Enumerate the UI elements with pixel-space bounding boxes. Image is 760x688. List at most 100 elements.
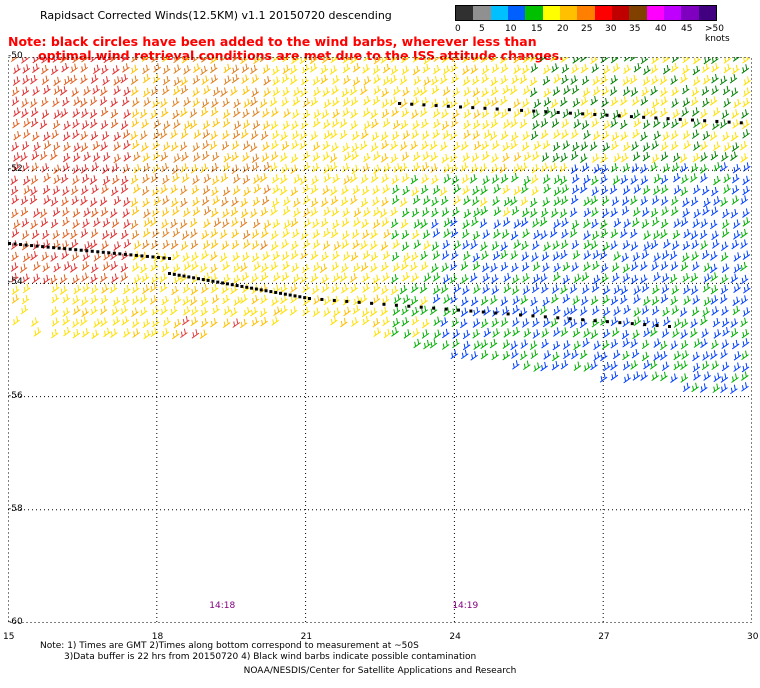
wind-barb [511, 262, 519, 273]
wind-barb [279, 185, 288, 196]
legend-labels: 0 5 10 15 20 25 30 35 40 45 >50 knots [455, 21, 730, 44]
wind-barb [703, 75, 711, 85]
wind-barb [560, 239, 569, 250]
wind-barb [32, 131, 40, 142]
wind-barb [382, 272, 390, 282]
wind-barb [340, 272, 348, 283]
wind-barb [292, 109, 300, 119]
wind-barb [101, 131, 110, 141]
wind-barb [462, 98, 471, 109]
wind-barb [583, 250, 591, 260]
wind-barb [341, 239, 350, 249]
wind-barb [500, 241, 508, 252]
wind-barb [203, 85, 211, 95]
wind-barb [232, 252, 240, 262]
wind-barb [401, 65, 410, 76]
wind-barb [42, 274, 51, 285]
wind-barb [22, 75, 30, 85]
wind-barb [323, 173, 332, 183]
wind-barb [141, 186, 150, 196]
wind-barb [592, 274, 601, 285]
wind-barb [220, 173, 229, 183]
contamination-dot [52, 246, 56, 250]
wind-barb [63, 326, 71, 337]
wind-barb [640, 131, 648, 142]
wind-barb [400, 119, 409, 130]
wind-barb [319, 263, 328, 274]
wind-barb [690, 230, 699, 240]
wind-barb [259, 173, 268, 183]
wind-barb [101, 284, 109, 294]
contamination-dot [357, 300, 361, 304]
wind-barb [521, 262, 530, 272]
wind-barb [93, 252, 102, 262]
wind-barb [511, 285, 520, 296]
wind-barb [362, 64, 370, 74]
contamination-dot [618, 321, 622, 325]
wind-barb [81, 173, 90, 184]
contamination-dot [605, 320, 609, 324]
wind-barb [173, 76, 182, 87]
wind-barb [683, 228, 691, 239]
wind-barb [273, 272, 281, 282]
wind-barb [702, 307, 710, 317]
wind-barb [172, 263, 181, 274]
wind-barb [451, 250, 459, 261]
wind-barb [711, 239, 720, 249]
wind-barb [529, 87, 538, 98]
wind-barb [672, 109, 680, 119]
wind-barb [580, 153, 588, 164]
wind-barb [361, 185, 370, 196]
wind-barb [683, 140, 691, 150]
wind-barb [32, 273, 41, 284]
wind-barb [80, 130, 88, 141]
wind-barb [222, 118, 231, 128]
wind-barb [131, 295, 140, 306]
wind-barb [173, 64, 181, 74]
wind-barb [190, 306, 199, 316]
wind-barb [532, 120, 540, 130]
wind-barb [703, 57, 712, 65]
wind-barb [541, 251, 550, 262]
wind-barb [132, 328, 140, 338]
wind-barb [309, 57, 318, 65]
wind-barb [453, 283, 462, 294]
wind-barb [572, 57, 580, 64]
wind-barb [641, 249, 650, 260]
wind-barb [662, 57, 670, 64]
wind-barb [392, 306, 401, 316]
latitude-label: -54 [8, 277, 23, 288]
wind-barb [61, 62, 69, 73]
wind-barb [420, 219, 428, 229]
wind-barb [120, 120, 129, 130]
wind-barb [22, 252, 31, 263]
wind-barb [571, 184, 580, 195]
wind-barb [110, 108, 119, 119]
wind-barb [323, 227, 331, 238]
wind-barb [390, 57, 399, 63]
wind-barb [289, 306, 298, 316]
wind-barb [200, 65, 208, 76]
wind-barb [310, 96, 319, 107]
wind-barb [100, 106, 109, 117]
wind-barb [300, 230, 309, 240]
wind-barb [342, 251, 351, 261]
wind-barb [272, 184, 280, 195]
wind-barb [602, 65, 611, 75]
wind-barb [362, 315, 370, 326]
wind-barb [732, 119, 740, 129]
wind-barb [642, 142, 651, 152]
wind-barb [723, 63, 732, 74]
wind-barb [162, 195, 170, 206]
wind-barb [620, 119, 628, 130]
contamination-dot [394, 303, 398, 307]
wind-barb [83, 207, 91, 218]
wind-barb [623, 304, 631, 315]
contamination-dot [568, 317, 572, 321]
wind-barb [711, 73, 719, 84]
wind-barb [290, 186, 299, 197]
wind-barb [692, 362, 701, 373]
wind-barb [283, 196, 291, 207]
wind-barb [453, 195, 461, 206]
wind-barb [439, 186, 448, 197]
